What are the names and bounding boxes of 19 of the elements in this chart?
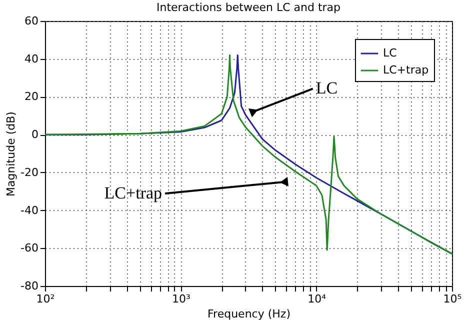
y-tick-label: 20 (24, 90, 38, 104)
y-tick-label: -80 (20, 280, 38, 292)
y-tick-label: 0 (32, 128, 38, 142)
legend-label: LC+trap (383, 64, 429, 76)
x-axis-title: Frequency (Hz) (208, 308, 290, 320)
x-tick-label: 10⁵ (443, 292, 462, 306)
y-tick-label: 60 (24, 14, 38, 28)
x-tick-label: 10⁴ (308, 292, 327, 306)
y-tick-label: -40 (20, 204, 38, 217)
annotation: LC (316, 78, 338, 98)
x-tick-label: 10³ (172, 292, 190, 306)
chart-title: Interactions between LC and trap (156, 1, 341, 14)
y-tick-label: 40 (24, 52, 38, 66)
y-tick-label: -60 (20, 242, 38, 255)
y-axis-title: Magnitude (dB) (4, 112, 18, 196)
y-tick-label: -20 (20, 166, 38, 179)
annotation: LC+trap (104, 183, 162, 202)
legend-label: LC (383, 46, 398, 60)
x-tick-label: 10² (36, 292, 55, 306)
